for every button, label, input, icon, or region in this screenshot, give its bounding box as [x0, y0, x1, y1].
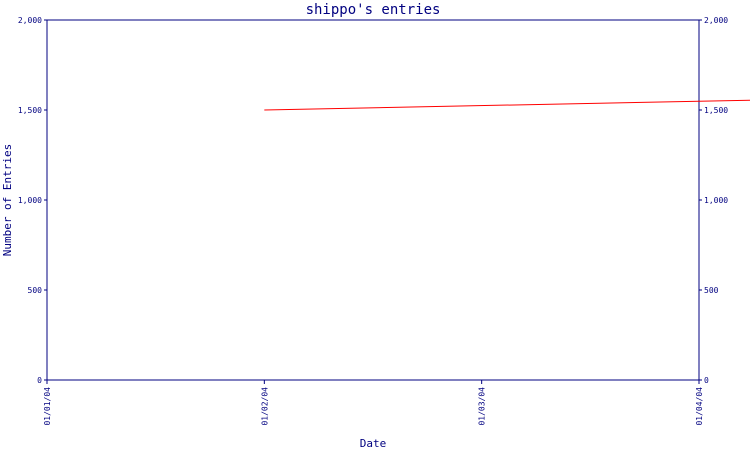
x-axis: 01/01/04 01/02/04 01/03/04 01/04/04	[43, 380, 704, 426]
y-tick-label-left: 2,000	[18, 16, 42, 25]
x-tick-label: 01/03/04	[478, 387, 487, 426]
series-layer	[264, 99, 750, 111]
y-axis-title: Number of Entries	[1, 144, 14, 257]
chart-title: shippo's entries	[306, 2, 441, 18]
plot-area	[46, 19, 700, 381]
x-tick-label: 01/04/04	[695, 387, 704, 426]
y-tick-label-right: 1,000	[704, 196, 728, 205]
y-tick-label-right: 500	[704, 286, 719, 295]
y-tick-label-right: 2,000	[704, 16, 728, 25]
series-line	[264, 99, 750, 111]
x-axis-title: Date	[360, 437, 387, 450]
x-tick-label: 01/02/04	[260, 387, 269, 426]
y-tick-label-right: 1,500	[704, 106, 728, 115]
y-tick-label-left: 500	[28, 286, 43, 295]
y-tick-label-right: 0	[704, 376, 709, 385]
y-tick-label-left: 0	[37, 376, 42, 385]
y-axis-right: 0 500 1,000 1,500 2,000	[699, 16, 728, 385]
y-tick-label-left: 1,500	[18, 106, 42, 115]
y-tick-label-left: 1,000	[18, 196, 42, 205]
y-axis-left: 0 500 1,000 1,500 2,000	[18, 16, 47, 385]
x-tick-label: 01/01/04	[43, 387, 52, 426]
